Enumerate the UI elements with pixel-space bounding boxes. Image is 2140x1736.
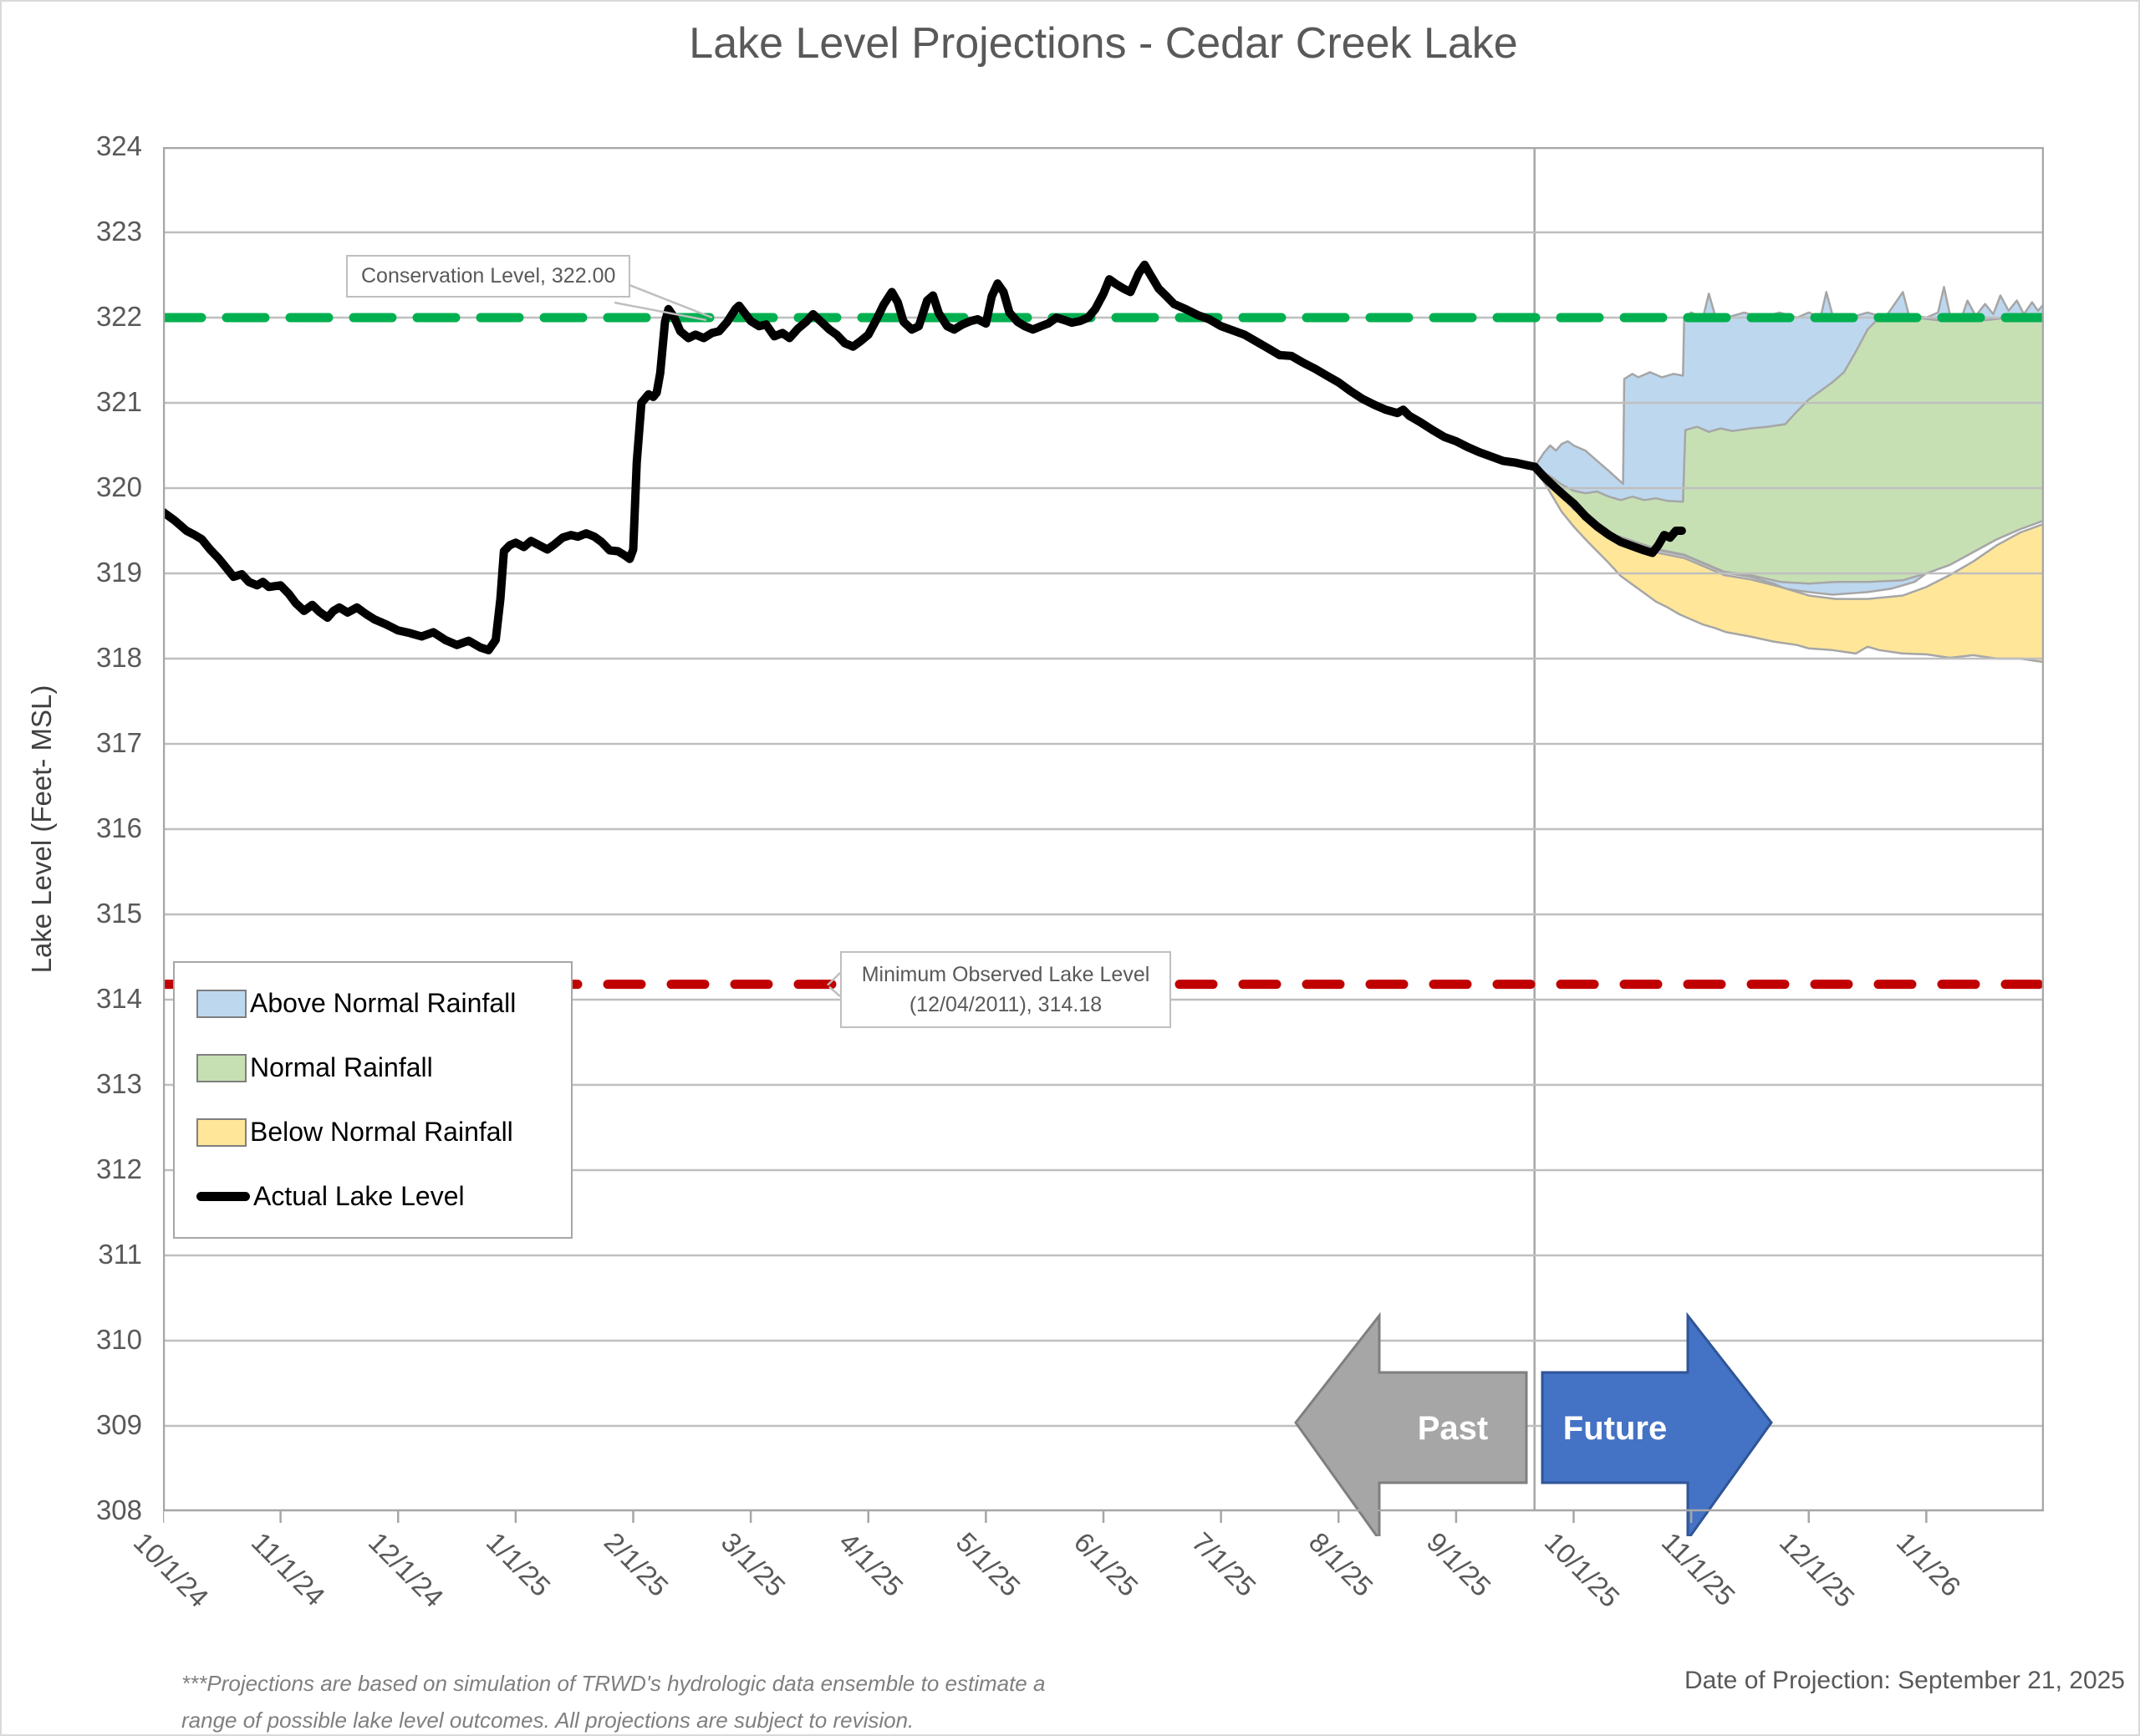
minimum-level-callout: Minimum Observed Lake Level (12/04/2011)… bbox=[840, 951, 1171, 1028]
future-arrow-label: Future bbox=[1563, 1410, 1667, 1447]
y-tick-label: 319 bbox=[95, 557, 142, 588]
x-tick-label: 12/1/25 bbox=[1773, 1526, 1861, 1614]
page-title: Lake Level Projections - Cedar Creek Lak… bbox=[689, 19, 1518, 68]
conservation-callout-leader bbox=[614, 277, 713, 319]
projection-date-label: Date of Projection: September 21, 2025 bbox=[1684, 1667, 2125, 1694]
band-normal-rainfall bbox=[1533, 316, 2044, 585]
x-tick-label: 9/1/25 bbox=[1420, 1526, 1497, 1603]
y-tick-label: 313 bbox=[95, 1068, 142, 1099]
x-tick-label: 10/1/25 bbox=[1538, 1526, 1626, 1614]
legend-item-normal: Normal Rainfall bbox=[196, 1052, 571, 1083]
past-arrow-label: Past bbox=[1418, 1410, 1489, 1447]
x-tick-label: 11/1/24 bbox=[245, 1526, 331, 1612]
legend-item-label: Above Normal Rainfall bbox=[250, 988, 517, 1018]
footnote-line1: ***Projections are based on simulation o… bbox=[181, 1671, 1046, 1696]
y-tick-label: 315 bbox=[95, 898, 142, 929]
y-tick-label: 321 bbox=[95, 386, 142, 417]
x-tick-label: 8/1/25 bbox=[1303, 1526, 1380, 1603]
y-tick-label: 322 bbox=[95, 301, 142, 332]
conservation-callout-leader bbox=[614, 301, 707, 322]
x-tick-label: 4/1/25 bbox=[833, 1526, 910, 1603]
x-tick-label: 6/1/25 bbox=[1067, 1526, 1144, 1603]
actual-lake-level-swatch bbox=[196, 1192, 250, 1201]
legend-item-actual: Actual Lake Level bbox=[196, 1181, 571, 1212]
footnote-line2: range of possible lake level outcomes. A… bbox=[181, 1708, 915, 1733]
minimum-callout-leader bbox=[827, 972, 841, 986]
below-normal-swatch bbox=[196, 1117, 247, 1147]
x-tick-label: 1/1/26 bbox=[1891, 1526, 1968, 1603]
y-tick-label: 317 bbox=[95, 727, 142, 758]
normal-swatch bbox=[196, 1053, 247, 1082]
x-tick-label: 11/1/25 bbox=[1655, 1526, 1742, 1612]
band-below-normal-rainfall bbox=[1533, 466, 2044, 664]
above-normal-swatch bbox=[196, 989, 247, 1018]
legend: Above Normal Rainfall Normal Rainfall Be… bbox=[173, 961, 573, 1239]
past-arrow bbox=[1294, 1311, 1528, 1536]
legend-item-label: Actual Lake Level bbox=[253, 1181, 465, 1211]
y-tick-label: 310 bbox=[95, 1324, 142, 1355]
future-arrow bbox=[1541, 1311, 1773, 1536]
legend-item-above-normal: Above Normal Rainfall bbox=[196, 988, 571, 1019]
y-tick-label: 316 bbox=[95, 812, 142, 843]
y-tick-label: 318 bbox=[95, 642, 142, 673]
x-tick-label: 5/1/25 bbox=[950, 1526, 1027, 1603]
y-tick-label: 314 bbox=[95, 983, 142, 1014]
x-tick-label: 3/1/25 bbox=[715, 1526, 792, 1603]
legend-item-label: Normal Rainfall bbox=[250, 1052, 433, 1082]
x-tick-label: 2/1/25 bbox=[598, 1526, 675, 1603]
minimum-level-callout-line2: (12/04/2011), 314.18 bbox=[909, 993, 1103, 1016]
y-tick-label: 312 bbox=[95, 1153, 142, 1184]
legend-item-label: Below Normal Rainfall bbox=[250, 1117, 513, 1147]
y-tick-label: 311 bbox=[98, 1239, 142, 1270]
legend-item-below-normal: Below Normal Rainfall bbox=[196, 1117, 571, 1148]
actual-lake-level-line bbox=[163, 260, 1686, 654]
minimum-callout-leader bbox=[828, 985, 841, 997]
x-tick-label: 12/1/24 bbox=[363, 1526, 451, 1614]
conservation-level-callout: Conservation Level, 322.00 bbox=[346, 255, 631, 298]
y-tick-label: 308 bbox=[95, 1494, 142, 1525]
x-tick-label: 10/1/24 bbox=[127, 1526, 215, 1614]
y-tick-label: 324 bbox=[95, 130, 142, 161]
footnote: ***Projections are based on simulation o… bbox=[181, 1665, 1046, 1734]
y-tick-label: 320 bbox=[95, 471, 142, 502]
plot-area: Past Future bbox=[163, 147, 2044, 1536]
y-tick-label: 309 bbox=[95, 1409, 142, 1440]
plot-border bbox=[163, 147, 2044, 1512]
y-tick-label: 323 bbox=[95, 216, 142, 247]
x-tick-label: 1/1/25 bbox=[480, 1526, 557, 1603]
minimum-level-callout-line1: Minimum Observed Lake Level bbox=[861, 963, 1150, 986]
x-tick-label: 7/1/25 bbox=[1185, 1526, 1262, 1603]
